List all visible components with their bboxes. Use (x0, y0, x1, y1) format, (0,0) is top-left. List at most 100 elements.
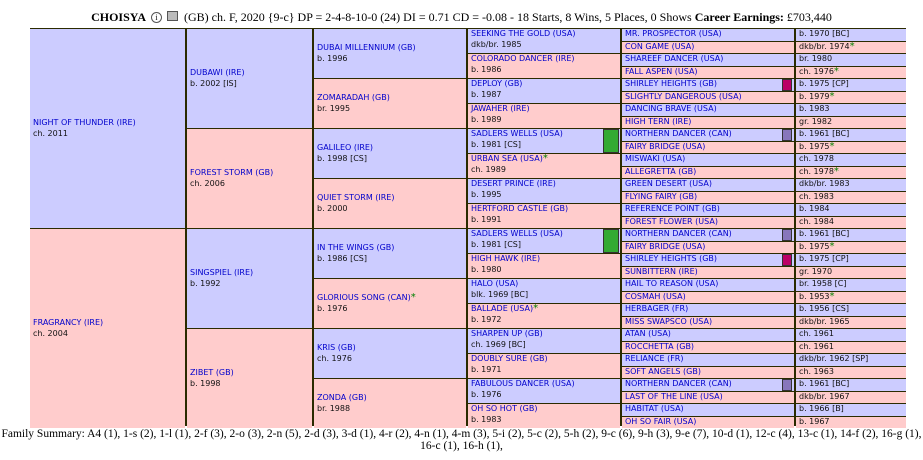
gen5-horse-info: b. 1979 (799, 92, 830, 101)
gen4-horse-link[interactable]: HIGH HAWK (IRE) (471, 254, 541, 263)
gen5-horse-link[interactable]: ALLEGRETTA (GB) (625, 167, 697, 176)
gen5-horse-link[interactable]: SUNBITTERN (IRE) (625, 267, 698, 276)
gen3-horse-link[interactable]: DUBAI MILLENNIUM (GB) (317, 43, 416, 52)
gen4-cell: DESERT PRINCE (IRE) b. 1995 (468, 179, 620, 203)
chef-de-race-star: * (849, 42, 855, 52)
gen1-horse-link[interactable]: NIGHT OF THUNDER (IRE) (33, 118, 136, 127)
gen5-name-cell: SLIGHTLY DANGEROUS (USA) (622, 92, 794, 103)
gen4-cell: DEPLOY (GB) b. 1987 (468, 79, 620, 103)
gen4-horse-link[interactable]: OH SO HOT (GB) (471, 404, 538, 413)
gen4-horse-link[interactable]: DESERT PRINCE (IRE) (471, 179, 556, 188)
gen2-horse-link[interactable]: DUBAWI (IRE) (190, 68, 245, 77)
gen5-horse-link[interactable]: CON GAME (USA) (625, 42, 695, 51)
gen4-horse-link[interactable]: FABULOUS DANCER (USA) (471, 379, 575, 388)
gen5-horse-link[interactable]: HIGH TERN (IRE) (625, 117, 692, 126)
gen5-horse-link[interactable]: MR. PROSPECTOR (USA) (625, 29, 722, 38)
image-icon[interactable] (167, 11, 178, 21)
gen4-horse-link[interactable]: SADLERS WELLS (USA) (471, 229, 563, 238)
gen5-horse-link[interactable]: COSMAH (USA) (625, 292, 686, 301)
gen5-name-cell: SHIRLEY HEIGHTS (GB) (622, 79, 794, 91)
gen5-horse-link[interactable]: SHIRLEY HEIGHTS (GB) (625, 79, 718, 88)
gen3-horse-link[interactable]: QUIET STORM (IRE) (317, 193, 395, 202)
gen2-horse-info: ch. 2006 (190, 178, 225, 188)
gen5-horse-link[interactable]: SLIGHTLY DANGEROUS (USA) (625, 92, 742, 101)
gen5-name-cell: DANCING BRAVE (USA) (622, 104, 794, 116)
gen4-horse-link[interactable]: SEEKING THE GOLD (USA) (471, 29, 576, 38)
gen5-horse-link[interactable]: ROCCHETTA (GB) (625, 342, 695, 351)
gen4-cell: HIGH HAWK (IRE) b. 1980 (468, 254, 620, 278)
gen5-name-cell: COSMAH (USA) (622, 292, 794, 303)
gen5-info-cell: b. 1975* (796, 142, 906, 153)
gen4-entry: HALO (USA) blk. 1969 [BC] (471, 279, 617, 300)
gen5-horse-link[interactable]: FAIRY BRIDGE (USA) (625, 242, 706, 251)
gen4-horse-link[interactable]: BALLADE (USA) (471, 304, 534, 313)
gen5-horse-link[interactable]: NORTHERN DANCER (CAN) (625, 129, 732, 138)
gen4-horse-info: b. 1995 (471, 189, 502, 199)
gen3-horse-link[interactable]: GALILEO (IRE) (317, 143, 374, 152)
gen4-horse-link[interactable]: HERTFORD CASTLE (GB) (471, 204, 569, 213)
gen5-horse-link[interactable]: SHAREEF DANCER (USA) (625, 54, 724, 63)
gen4-cell: COLORADO DANCER (IRE) b. 1986 (468, 54, 620, 78)
gen5-horse-link[interactable]: FOREST FLOWER (USA) (625, 217, 718, 226)
gen4-cell: URBAN SEA (USA)* ch. 1989 (468, 154, 620, 178)
gen5-horse-link[interactable]: FAIRY BRIDGE (USA) (625, 142, 706, 151)
gen4-horse-link[interactable]: COLORADO DANCER (IRE) (471, 54, 575, 63)
gen4-cell: HERTFORD CASTLE (GB) b. 1991 (468, 204, 620, 228)
gen3-horse-link[interactable]: GLORIOUS SONG (CAN) (317, 293, 411, 302)
gen1-horse-link[interactable]: FRAGRANCY (IRE) (33, 318, 104, 327)
gen5-horse-link[interactable]: OH SO FAIR (USA) (625, 417, 697, 426)
horse-details: (GB) ch. F, 2020 {9-c} DP = 2-4-8-10-0 (… (184, 10, 695, 24)
gen4-horse-link[interactable]: HALO (USA) (471, 279, 519, 288)
gen5-info-cell: b. 1966 [B] (796, 404, 906, 416)
gen5-horse-link[interactable]: SHIRLEY HEIGHTS (GB) (625, 254, 718, 263)
gen3-horse-link[interactable]: ZONDA (GB) (317, 393, 367, 402)
gen5-horse-info: ch. 1961 (799, 329, 834, 338)
info-icon[interactable]: i (151, 12, 162, 23)
gen5-horse-link[interactable]: MISS SWAPSCO (USA) (625, 317, 713, 326)
gen2-horse-info: b. 1998 (190, 378, 221, 388)
gen5-horse-link[interactable]: FALL ASPEN (USA) (625, 67, 698, 76)
gen5-horse-info: b. 1961 [BC] (799, 229, 850, 238)
gen4-horse-link[interactable]: SADLERS WELLS (USA) (471, 129, 563, 138)
gen4-horse-link[interactable]: DOUBLY SURE (GB) (471, 354, 548, 363)
gen2-horse-link[interactable]: FOREST STORM (GB) (190, 168, 274, 177)
gen2-horse-link[interactable]: ZIBET (GB) (190, 368, 234, 377)
gen4-entry: DESERT PRINCE (IRE) b. 1995 (471, 179, 617, 200)
gen4-horse-link[interactable]: SHARPEN UP (GB) (471, 329, 543, 338)
gen1-horse-info: ch. 2004 (33, 328, 68, 338)
gen4-cell: SADLERS WELLS (USA) b. 1981 [CS] (468, 129, 620, 153)
gen5-horse-link[interactable]: DANCING BRAVE (USA) (625, 104, 717, 113)
gen4-horse-link[interactable]: DEPLOY (GB) (471, 79, 523, 88)
chef-de-race-star: * (533, 304, 539, 314)
gen5-info-cell: dkb/br. 1962 [SP] (796, 354, 906, 366)
gen5-horse-link[interactable]: FLYING FAIRY (GB) (625, 192, 698, 201)
gen5-horse-link[interactable]: REFERENCE POINT (GB) (625, 204, 720, 213)
gen5-horse-link[interactable]: HABITAT (USA) (625, 404, 684, 413)
gen5-horse-link[interactable]: ATAN (USA) (625, 329, 671, 338)
gen4-horse-link[interactable]: JAWAHER (IRE) (471, 104, 530, 113)
gen5-horse-link[interactable]: HERBAGER (FR) (625, 304, 689, 313)
gen2-horse-link[interactable]: SINGSPIEL (IRE) (190, 268, 254, 277)
gen5-horse-link[interactable]: HAIL TO REASON (USA) (625, 279, 719, 288)
gen5-horse-link[interactable]: LAST OF THE LINE (USA) (625, 392, 723, 401)
gen5-horse-info: br. 1958 [C] (799, 279, 847, 288)
gen5-horse-link[interactable]: GREEN DESERT (USA) (625, 179, 712, 188)
gen5-name-cell: HAIL TO REASON (USA) (622, 279, 794, 291)
gen5-horse-link[interactable]: RELIANCE (FR) (625, 354, 684, 363)
gen5-horse-link[interactable]: NORTHERN DANCER (CAN) (625, 379, 732, 388)
gen4-horse-link[interactable]: URBAN SEA (USA) (471, 154, 543, 163)
horse-name[interactable]: CHOISYA (91, 10, 146, 24)
gen3-entry: GLORIOUS SONG (CAN)* b. 1976 (317, 293, 463, 314)
gen5-name-cell: FALL ASPEN (USA) (622, 67, 794, 78)
gen3-horse-link[interactable]: KRIS (GB) (317, 343, 356, 352)
gen5-info-cell: dkb/br. 1965 (796, 317, 906, 328)
gen3-horse-link[interactable]: ZOMARADAH (GB) (317, 93, 390, 102)
gen5-horse-link[interactable]: SOFT ANGELS (GB) (625, 367, 701, 376)
gen5-horse-link[interactable]: NORTHERN DANCER (CAN) (625, 229, 732, 238)
gen5-info-cell: dkb/br. 1983 (796, 179, 906, 191)
gen4-horse-info: ch. 1989 (471, 164, 506, 174)
gen5-horse-link[interactable]: MISWAKI (USA) (625, 154, 686, 163)
gen3-horse-link[interactable]: IN THE WINGS (GB) (317, 243, 395, 252)
gen5-info-cell: dkb/br. 1974* (796, 42, 906, 53)
inbreeding-marker (782, 129, 792, 141)
